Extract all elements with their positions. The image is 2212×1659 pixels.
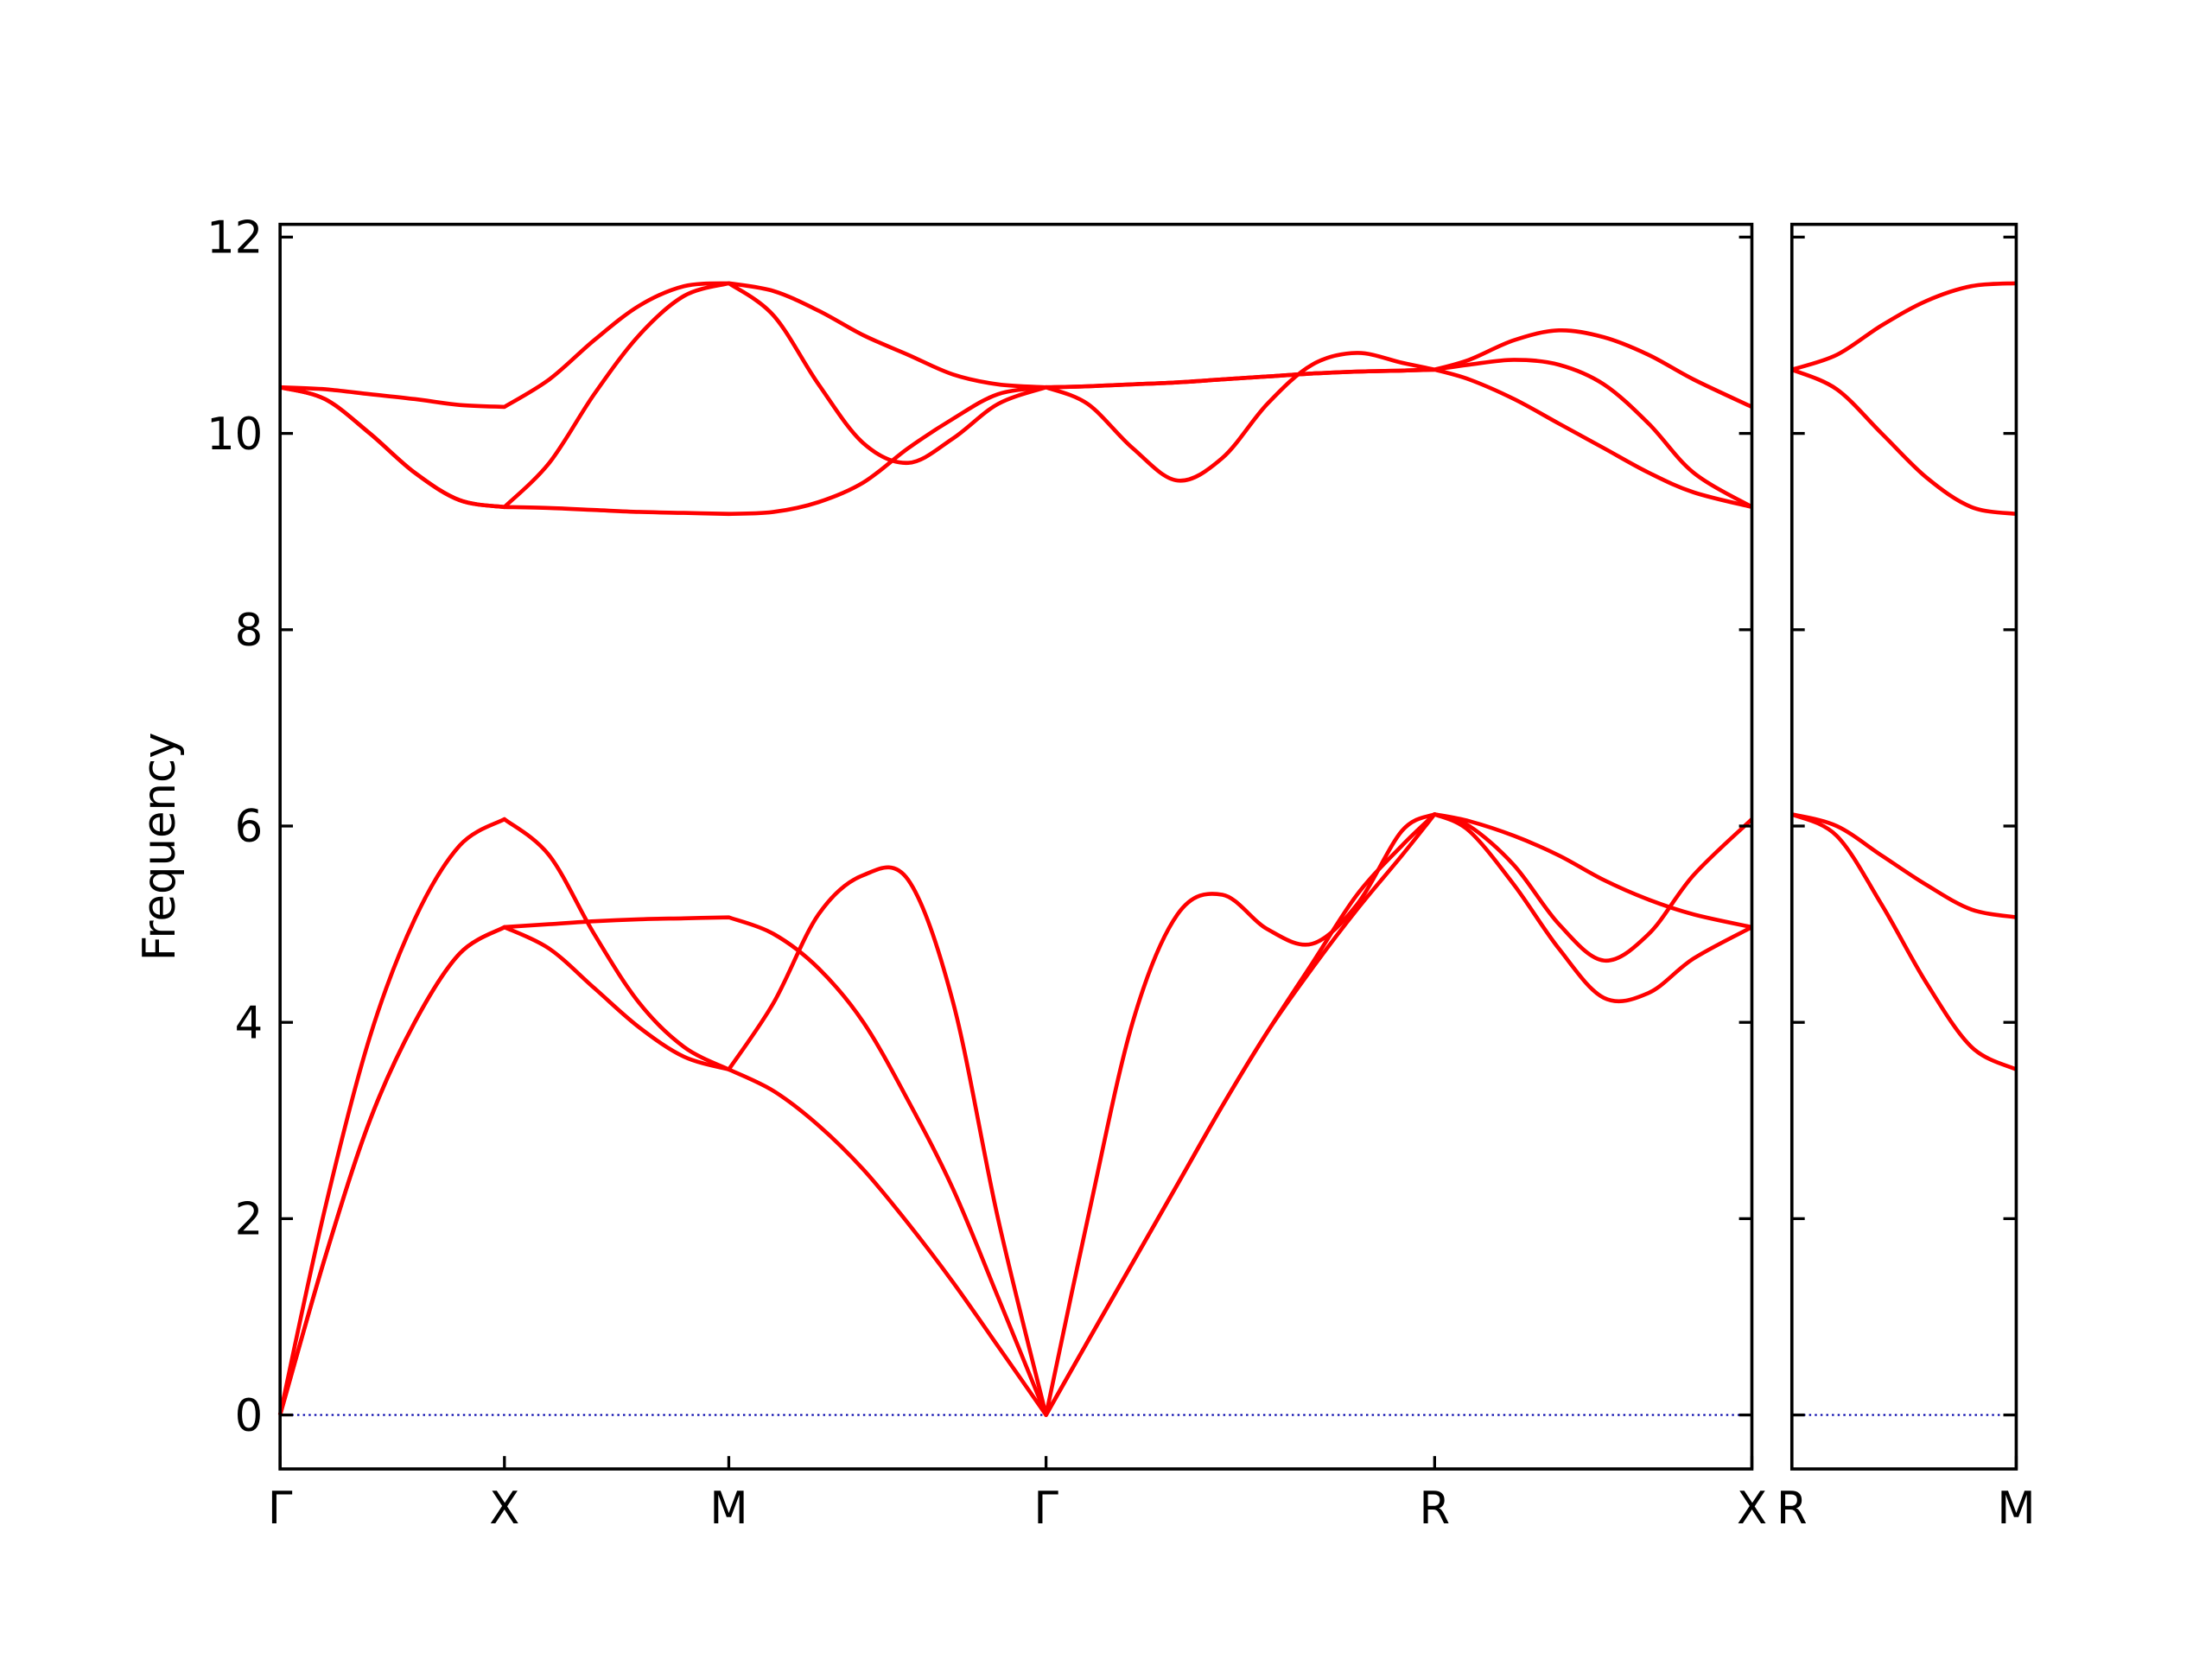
x-tick-label: Γ	[268, 1483, 293, 1535]
band-line	[277, 812, 1752, 1417]
band-line	[277, 812, 1753, 1417]
x-tick-label: Γ	[1033, 1483, 1058, 1535]
y-tick-label: 4	[235, 997, 264, 1049]
y-tick-label: 10	[207, 409, 263, 461]
band-line	[279, 281, 1753, 510]
x-tick-label: X	[489, 1483, 519, 1535]
band-line	[279, 367, 1753, 517]
band-line	[277, 812, 1754, 1417]
band-line	[1790, 812, 2018, 1071]
plot-frame	[278, 222, 1754, 1471]
y-tick-label: 6	[235, 801, 264, 853]
x-tick-label: X	[1737, 1483, 1767, 1535]
y-tick-label: 2	[235, 1194, 264, 1246]
band-line	[1791, 812, 2017, 919]
plot-frame	[1789, 222, 2018, 1471]
y-axis-label: Frequency	[134, 732, 186, 961]
band-line	[280, 281, 1753, 410]
y-tick-label: 8	[235, 605, 264, 657]
y-tick-label: 12	[207, 213, 263, 264]
band-line	[1790, 367, 2017, 517]
x-tick-label: M	[1997, 1483, 2035, 1535]
y-tick-label: 0	[235, 1390, 264, 1442]
x-tick-label: R	[1420, 1483, 1451, 1535]
x-tick-label: M	[709, 1483, 747, 1535]
band-line	[1791, 281, 2017, 372]
x-tick-label: R	[1777, 1483, 1808, 1535]
